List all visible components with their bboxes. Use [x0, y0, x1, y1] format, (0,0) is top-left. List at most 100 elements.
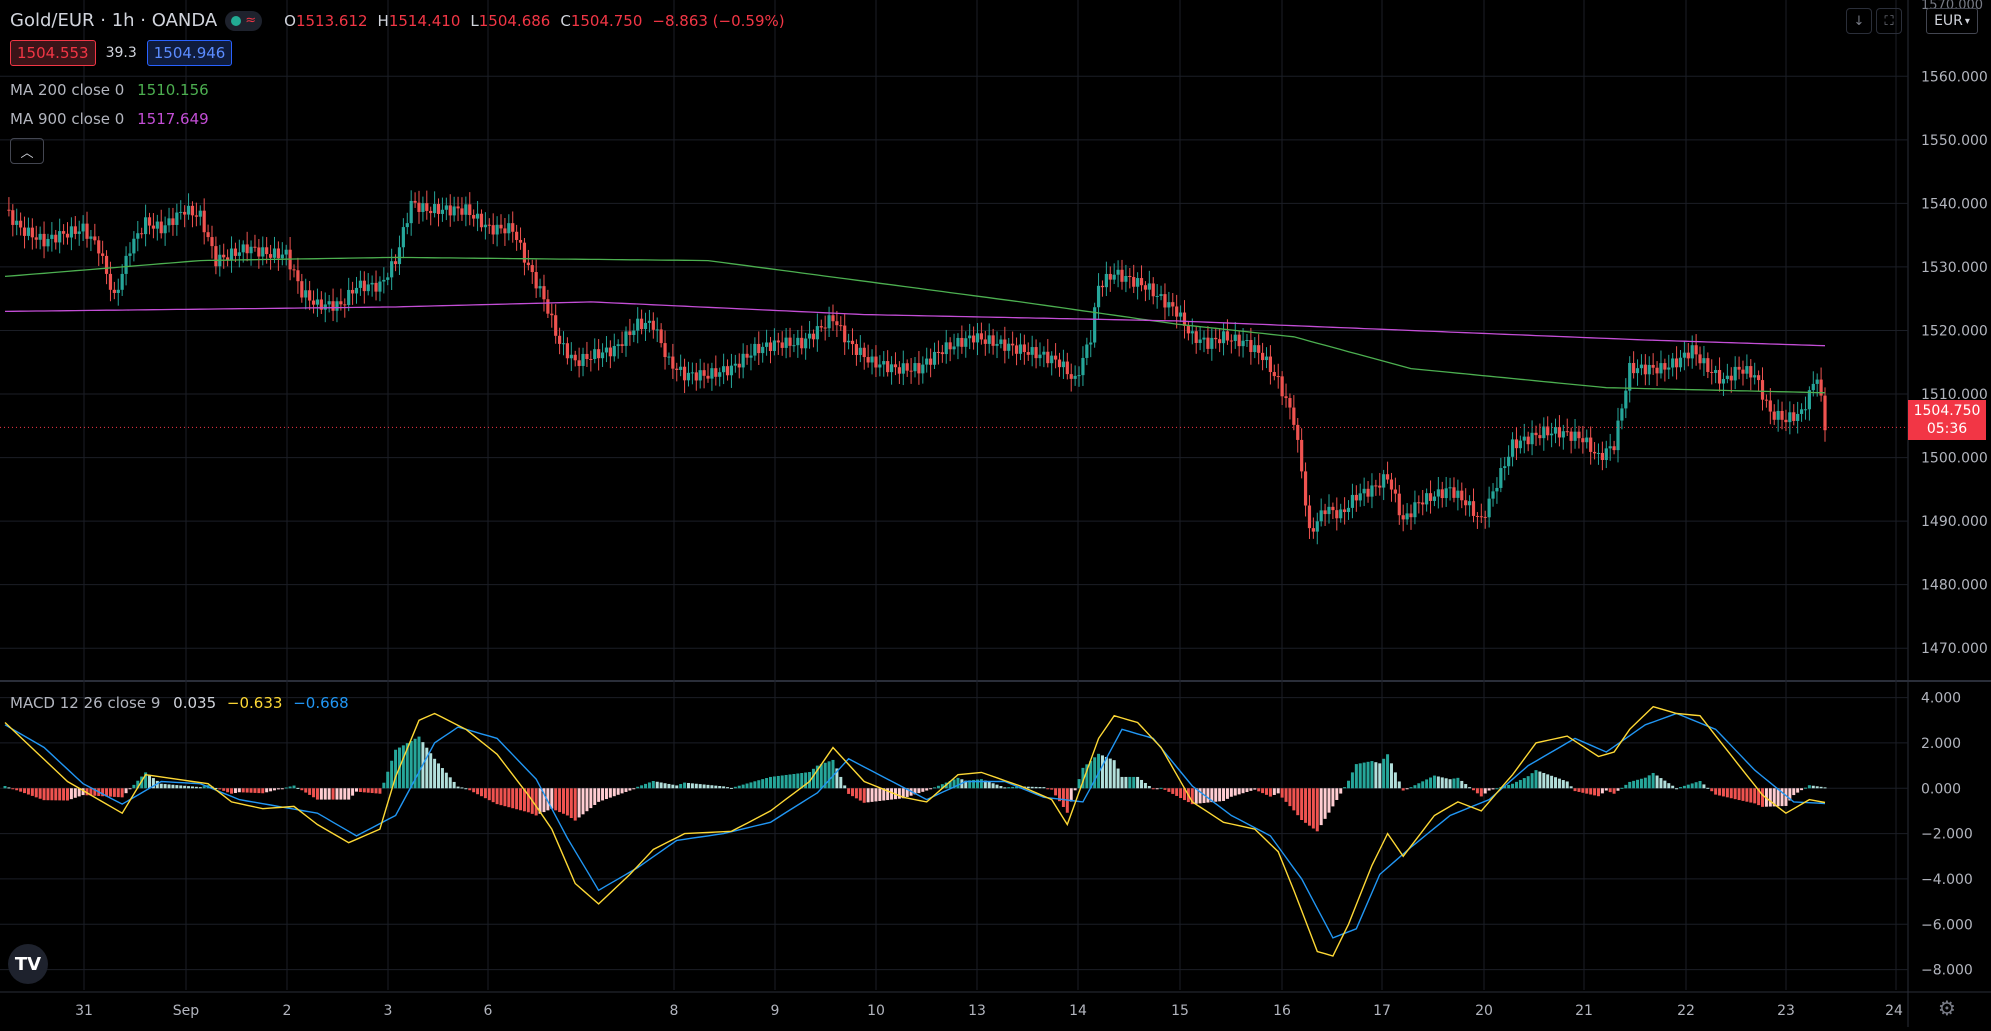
- macd-histogram-bar: [1690, 783, 1694, 789]
- macd-histogram-bar: [503, 788, 507, 807]
- candle-body: [1104, 273, 1108, 288]
- market-status-badge[interactable]: ≈: [225, 10, 263, 31]
- macd-histogram-bar: [1249, 788, 1253, 791]
- macd-histogram-bar: [1245, 788, 1249, 793]
- candle-body: [647, 320, 652, 323]
- macd-histogram-bar: [933, 787, 937, 789]
- candle-body: [870, 356, 874, 363]
- fullscreen-button[interactable]: ⛶: [1876, 8, 1902, 34]
- macd-histogram-bar: [1768, 788, 1772, 807]
- macd-histogram-bar: [1600, 788, 1604, 794]
- bid-ask-panel: 1504.553 39.3 1504.946: [10, 40, 233, 66]
- macd-histogram-bar: [1581, 788, 1585, 793]
- candle-body: [1214, 337, 1218, 340]
- candle-body: [827, 315, 831, 329]
- candle-body: [89, 236, 93, 239]
- macd-histogram-bar: [495, 788, 499, 805]
- candle-body: [515, 231, 519, 240]
- candle-body: [940, 352, 944, 355]
- candle-body: [171, 218, 175, 225]
- sell-button[interactable]: 1504.553: [10, 40, 96, 66]
- change-value: −8.863 (−0.59%): [652, 11, 785, 30]
- candle-body: [620, 344, 624, 346]
- download-button[interactable]: ↓: [1846, 8, 1872, 34]
- candle-body: [1175, 306, 1179, 317]
- macd-histogram-bar: [733, 786, 737, 789]
- candle-body: [339, 301, 343, 305]
- candle-body: [772, 340, 776, 352]
- macd-histogram-bar: [644, 783, 648, 789]
- macd-histogram-bar: [706, 784, 710, 789]
- macd-histogram-bar: [1440, 777, 1444, 789]
- macd-histogram-bar: [1651, 772, 1655, 789]
- ma900-legend[interactable]: MA 900 close 0 1517.649: [10, 110, 209, 128]
- candle-body: [472, 215, 476, 219]
- candle-body: [659, 329, 663, 344]
- candle-body: [1046, 351, 1050, 364]
- candle-body: [1710, 371, 1714, 373]
- candle-body: [390, 261, 394, 278]
- candle-body: [1249, 339, 1253, 353]
- macd-histogram-bar: [1468, 787, 1472, 789]
- macd-legend[interactable]: MACD 12 26 close 9 0.035 −0.633 −0.668: [10, 694, 349, 712]
- macd-histogram-bar: [69, 788, 73, 800]
- macd-histogram-bar: [1409, 787, 1413, 789]
- candle-body: [116, 289, 120, 293]
- candle-body: [889, 364, 894, 373]
- candle-body: [975, 333, 980, 343]
- macd-histogram-bar: [1800, 788, 1804, 791]
- macd-histogram-bar: [437, 763, 441, 789]
- candle-body: [58, 231, 62, 243]
- macd-histogram-bar: [171, 784, 175, 789]
- candle-body: [1190, 331, 1194, 334]
- macd-histogram-bar: [1401, 788, 1405, 791]
- candle-body: [796, 337, 800, 346]
- candle-body: [1757, 375, 1761, 381]
- candle-body: [54, 234, 58, 243]
- symbol-title[interactable]: Gold/EUR · 1h · OANDA: [10, 10, 218, 31]
- candle-body: [1182, 312, 1187, 326]
- candle-body: [1436, 489, 1440, 497]
- macd-histogram-bar: [1026, 786, 1030, 789]
- macd-histogram-bar: [1069, 788, 1073, 802]
- candle-body: [1077, 375, 1081, 377]
- price-axis-label: 1490.000: [1921, 514, 1988, 530]
- macd-histogram-bar: [124, 788, 128, 794]
- candle-body: [569, 354, 573, 359]
- macd-histogram-bar: [339, 788, 343, 800]
- buy-button[interactable]: 1504.946: [146, 40, 233, 66]
- ma200-legend[interactable]: MA 200 close 0 1510.156: [10, 81, 209, 99]
- candle-body: [1495, 487, 1499, 492]
- macd-histogram-bar: [1253, 788, 1257, 790]
- candle-body: [1413, 502, 1417, 518]
- candle-body: [343, 304, 347, 306]
- macd-histogram-bar: [819, 764, 823, 789]
- macd-histogram-bar: [312, 788, 316, 798]
- macd-histogram-bar: [569, 788, 573, 819]
- macd-histogram-bar: [1085, 764, 1089, 789]
- candle-body: [413, 200, 417, 203]
- candle-body: [1194, 331, 1198, 343]
- tradingview-logo-icon[interactable]: TV: [8, 944, 48, 984]
- macd-histogram-bar: [987, 781, 991, 789]
- macd-histogram-bar: [1593, 788, 1597, 796]
- candle-body: [1108, 273, 1112, 280]
- currency-select[interactable]: EUR ▾: [1926, 8, 1978, 34]
- spread-value: 39.3: [105, 45, 137, 61]
- macd-histogram-bar: [1639, 778, 1643, 789]
- candle-body: [1764, 399, 1769, 401]
- candle-body: [1128, 275, 1132, 278]
- macd-histogram-bar: [1511, 783, 1515, 789]
- candle-body: [1674, 358, 1679, 368]
- candle-body: [1749, 366, 1753, 378]
- candle-body: [1534, 432, 1538, 436]
- macd-histogram-bar: [58, 788, 62, 801]
- collapse-legend-button[interactable]: ︿: [10, 138, 44, 164]
- candle-body: [378, 281, 382, 292]
- candle-body: [807, 333, 812, 339]
- macd-histogram-bar: [854, 788, 858, 799]
- gear-icon[interactable]: ⚙: [1938, 996, 1956, 1020]
- macd-histogram-bar: [1749, 788, 1753, 803]
